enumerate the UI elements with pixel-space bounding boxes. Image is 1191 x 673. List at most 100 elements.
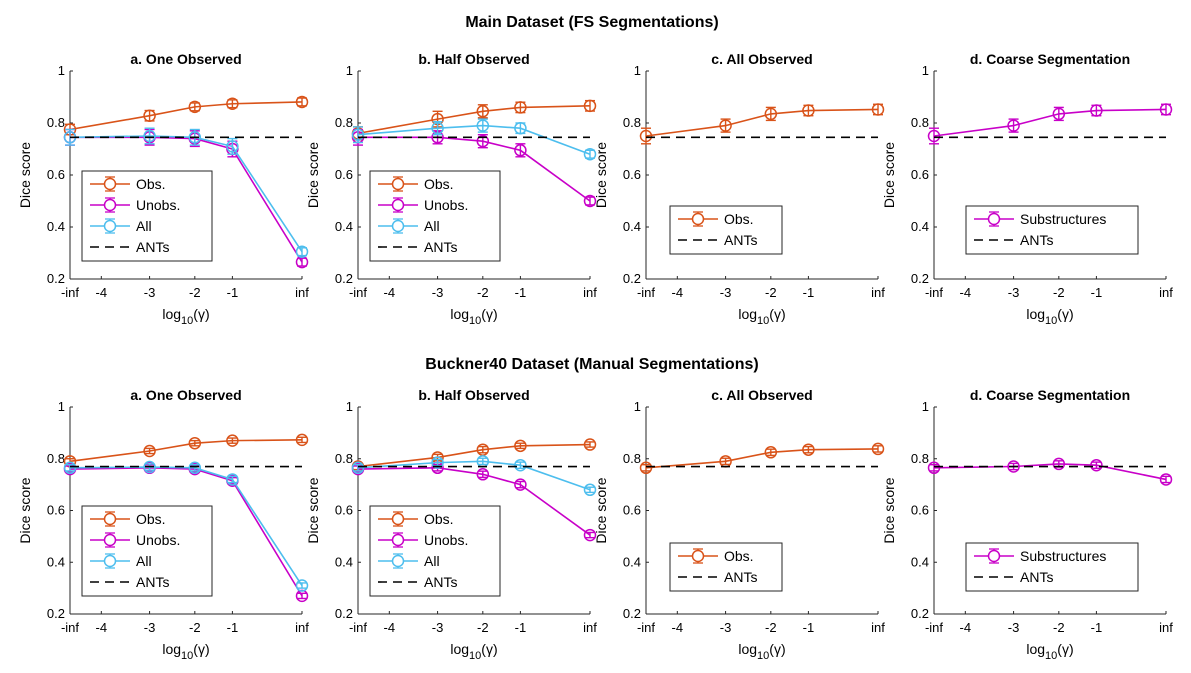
y-tick-label: 1 bbox=[922, 63, 929, 78]
y-axis-label: Dice score bbox=[593, 477, 609, 543]
data-point-obs bbox=[476, 105, 490, 118]
y-axis-label: Dice score bbox=[881, 142, 897, 208]
y-tick-label: 0.6 bbox=[623, 167, 641, 182]
x-tick-label: inf bbox=[583, 620, 597, 635]
x-tick-label: inf bbox=[871, 620, 885, 635]
legend-label: All bbox=[136, 218, 152, 234]
x-tick-label: -2 bbox=[189, 285, 201, 300]
y-tick-label: 1 bbox=[634, 399, 641, 414]
data-point-unobs bbox=[1090, 104, 1103, 117]
x-tick-label: -inf bbox=[925, 620, 943, 635]
x-tick-label: -1 bbox=[515, 620, 527, 635]
x-tick-label: -3 bbox=[1008, 285, 1020, 300]
x-tick-label: -1 bbox=[1091, 285, 1103, 300]
y-tick-label: 0.8 bbox=[911, 451, 929, 466]
chart-panel-main-c: c. All Observed 0.2 0.4 0.6 0.8 1 -inf -4 -3 -2 -1… bbox=[593, 51, 885, 327]
chart-panel-buckner-c: c. All Observed 0.2 0.4 0.6 0.8 1 -inf -4 -3 -2 -1… bbox=[593, 387, 885, 662]
x-tick-label: -2 bbox=[477, 620, 489, 635]
y-tick-label: 0.2 bbox=[335, 606, 353, 621]
series-line-obs bbox=[69, 101, 303, 131]
suptitle-buckner: Buckner40 Dataset (Manual Segmentations) bbox=[425, 356, 758, 373]
data-point-obs bbox=[583, 438, 597, 451]
x-tick-label: -2 bbox=[189, 620, 201, 635]
x-axis-label: log10(γ) bbox=[1026, 306, 1073, 327]
legend-swatch-marker bbox=[691, 549, 705, 563]
x-tick-label: -4 bbox=[672, 620, 684, 635]
x-tick-label: -4 bbox=[960, 285, 972, 300]
chart-panel-buckner-d: d. Coarse Segmentation 0.2 0.4 0.6 0.8 1 -inf -… bbox=[881, 387, 1173, 662]
y-tick-label: 0.8 bbox=[911, 115, 929, 130]
y-tick-label: 1 bbox=[58, 399, 65, 414]
y-tick-label: 0.6 bbox=[47, 167, 65, 182]
chart-title: b. Half Observed bbox=[418, 387, 529, 403]
x-tick-label: -inf bbox=[349, 285, 367, 300]
x-tick-label: -4 bbox=[96, 285, 108, 300]
data-point-unobs bbox=[1159, 103, 1173, 116]
y-tick-label: 1 bbox=[634, 63, 641, 78]
data-point-obs bbox=[639, 461, 653, 475]
data-point-all bbox=[351, 128, 365, 141]
legend-label: Substructures bbox=[1020, 211, 1106, 227]
x-tick-label: -2 bbox=[1053, 620, 1065, 635]
plot-grid: a. One Observed 0.2 0.4 0.6 0.8 1 -inf -4 -3 -2 -1… bbox=[17, 51, 1173, 662]
legend-label: Unobs. bbox=[424, 532, 468, 548]
x-tick-label: -4 bbox=[96, 620, 108, 635]
series-line-obs bbox=[69, 439, 303, 463]
data-point-obs bbox=[583, 99, 597, 113]
data-point-obs bbox=[719, 119, 732, 132]
y-tick-label: 0.4 bbox=[623, 554, 641, 569]
x-axis-label: log10(γ) bbox=[162, 641, 209, 662]
y-tick-label: 0.6 bbox=[623, 503, 641, 518]
chart-panel-main-a: a. One Observed 0.2 0.4 0.6 0.8 1 -inf -4 -3 -2 -1… bbox=[17, 51, 309, 327]
y-tick-label: 0.2 bbox=[911, 606, 929, 621]
legend-swatch-marker bbox=[391, 533, 405, 547]
legend-label: ANTs bbox=[724, 569, 757, 585]
legend-label: Obs. bbox=[424, 176, 454, 192]
data-point-obs bbox=[802, 443, 815, 456]
y-tick-label: 0.2 bbox=[623, 271, 641, 286]
y-tick-label: 0.8 bbox=[47, 115, 65, 130]
data-point-all bbox=[583, 483, 597, 497]
y-tick-label: 0.8 bbox=[623, 115, 641, 130]
x-tick-label: inf bbox=[295, 620, 309, 635]
chart-title: c. All Observed bbox=[711, 387, 812, 403]
data-point-unobs bbox=[476, 134, 490, 148]
suptitle-main: Main Dataset (FS Segmentations) bbox=[465, 14, 718, 31]
legend-label: Obs. bbox=[136, 176, 166, 192]
data-point-obs bbox=[226, 434, 239, 447]
series-line-obs bbox=[357, 443, 591, 468]
x-tick-label: -1 bbox=[803, 620, 815, 635]
x-tick-label: -1 bbox=[227, 620, 239, 635]
data-point-obs bbox=[871, 103, 885, 116]
y-tick-label: 0.6 bbox=[47, 503, 65, 518]
x-axis-label: log10(γ) bbox=[450, 641, 497, 662]
y-tick-label: 1 bbox=[346, 63, 353, 78]
legend-swatch-marker bbox=[391, 219, 405, 233]
x-tick-label: -4 bbox=[384, 620, 396, 635]
chart-title: a. One Observed bbox=[130, 387, 241, 403]
chart-title: d. Coarse Segmentation bbox=[970, 387, 1130, 403]
data-point-obs bbox=[143, 109, 156, 122]
data-point-unobs bbox=[1007, 119, 1020, 132]
series-line-unobs bbox=[933, 108, 1167, 137]
x-tick-label: -1 bbox=[803, 285, 815, 300]
legend-label: All bbox=[424, 218, 440, 234]
data-point-obs bbox=[514, 439, 527, 453]
x-tick-label: -3 bbox=[720, 285, 732, 300]
y-tick-label: 0.6 bbox=[911, 167, 929, 182]
legend-label: Unobs. bbox=[136, 197, 180, 213]
data-point-all bbox=[143, 129, 156, 143]
y-tick-label: 0.6 bbox=[335, 167, 353, 182]
legend-label: Obs. bbox=[424, 511, 454, 527]
data-point-obs bbox=[295, 95, 309, 109]
y-tick-label: 0.2 bbox=[623, 606, 641, 621]
y-tick-label: 0.2 bbox=[335, 271, 353, 286]
legend-swatch-marker bbox=[391, 198, 405, 212]
legend-label: Unobs. bbox=[136, 532, 180, 548]
x-axis-label: log10(γ) bbox=[162, 306, 209, 327]
data-point-unobs bbox=[583, 194, 597, 208]
data-point-unobs bbox=[583, 528, 597, 542]
y-tick-label: 0.8 bbox=[623, 451, 641, 466]
x-axis-label: log10(γ) bbox=[450, 306, 497, 327]
x-tick-label: inf bbox=[1159, 620, 1173, 635]
